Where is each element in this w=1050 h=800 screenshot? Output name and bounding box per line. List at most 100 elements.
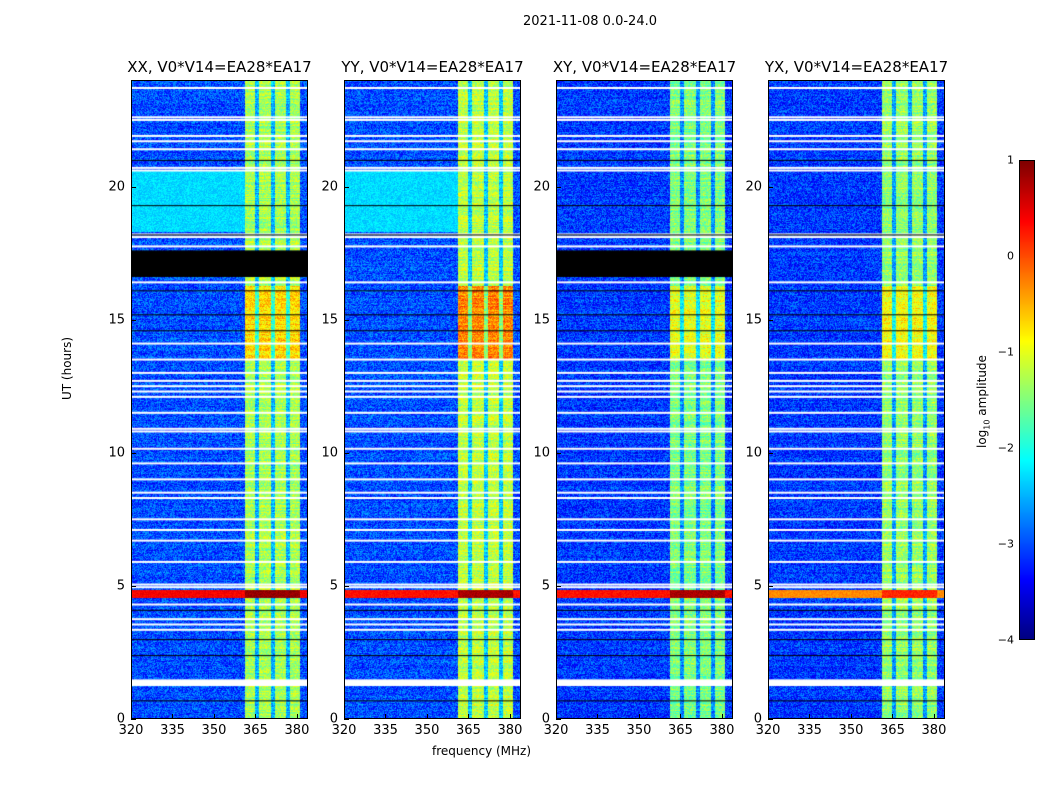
panel-0: XX, V0*V14=EA28*EA17 320 335 350 365 380 0 5 10 1… (108, 58, 311, 738)
x-tick (721, 714, 723, 719)
colorbar-tick-label: −1 (997, 345, 1014, 359)
x-tick-label: 335 (797, 723, 822, 738)
colorbar-tick-label: 1 (1007, 153, 1014, 167)
y-tick (131, 585, 136, 587)
y-tick (768, 719, 773, 720)
x-tick (296, 714, 298, 719)
colorbar-tick-label: 0 (1007, 249, 1014, 263)
x-tick (597, 714, 599, 719)
y-tick-label: 10 (745, 445, 762, 461)
y-tick (344, 186, 349, 188)
x-tick-label: 335 (160, 723, 185, 738)
x-tick (556, 714, 557, 719)
y-tick-label: 0 (116, 711, 125, 727)
y-tick (131, 186, 136, 188)
x-tick-label: 380 (497, 723, 523, 738)
x-tick-label: 350 (626, 723, 652, 738)
y-tick (344, 452, 349, 454)
y-tick (131, 319, 136, 321)
y-tick (768, 319, 773, 321)
x-tick (468, 714, 470, 719)
y-tick-label: 15 (321, 312, 338, 328)
panel-1: YY, V0*V14=EA28*EA17 320 335 350 365 380 0 5 10 1… (321, 58, 523, 738)
y-tick (768, 585, 773, 587)
y-tick (556, 585, 561, 587)
heatmap (131, 80, 308, 719)
x-tick-label: 365 (668, 723, 693, 738)
colorbar-tick-label: −2 (997, 441, 1014, 455)
y-tick-label: 10 (108, 445, 125, 461)
colorbar (1019, 160, 1035, 640)
y-tick-label: 5 (753, 578, 762, 594)
y-tick (768, 186, 773, 188)
y-tick-label: 0 (329, 711, 338, 727)
axes-frame (131, 80, 308, 719)
x-tick-label: 350 (201, 723, 227, 738)
x-tick (933, 714, 935, 719)
y-tick (556, 319, 561, 321)
x-tick (638, 714, 640, 719)
y-tick (131, 719, 136, 720)
y-tick-label: 15 (108, 312, 125, 328)
x-tick (892, 714, 894, 719)
panel-title: YX, V0*V14=EA28*EA17 (764, 58, 949, 76)
x-tick-label: 320 (118, 723, 144, 738)
heatmap (556, 80, 733, 719)
y-tick-label: 20 (745, 179, 762, 194)
x-tick (255, 714, 257, 719)
y-tick (344, 585, 349, 587)
colorbar-tick-label: −3 (997, 537, 1014, 551)
x-tick (850, 714, 852, 719)
axes-frame (556, 80, 733, 719)
y-tick-label: 0 (753, 711, 762, 727)
colorbar-tick-label: −4 (997, 633, 1014, 647)
x-tick-label: 350 (414, 723, 440, 738)
panel-title: YY, V0*V14=EA28*EA17 (341, 58, 524, 76)
y-tick-label: 5 (541, 578, 550, 594)
x-tick-label: 350 (838, 723, 864, 738)
y-tick (556, 452, 561, 454)
y-tick-label: 0 (541, 711, 550, 727)
x-tick-label: 320 (543, 723, 569, 738)
y-tick-label: 20 (321, 179, 338, 194)
y-tick-label: 15 (745, 312, 762, 328)
y-tick-label: 10 (321, 445, 338, 461)
x-tick-label: 380 (921, 723, 947, 738)
x-tick-label: 365 (243, 723, 268, 738)
panel-title: XX, V0*V14=EA28*EA17 (127, 58, 312, 76)
x-tick (131, 714, 132, 719)
x-tick-label: 335 (585, 723, 610, 738)
panel-3: YX, V0*V14=EA28*EA17 320 335 350 365 380 0 5 10 1… (745, 58, 948, 738)
heatmap (768, 80, 945, 719)
y-tick-label: 5 (329, 578, 338, 594)
y-tick-label: 5 (116, 578, 125, 594)
x-axis-label: frequency (MHz) (432, 744, 532, 758)
x-tick (680, 714, 682, 719)
y-tick (344, 719, 349, 720)
axes-frame (344, 80, 521, 719)
x-tick (172, 714, 174, 719)
y-tick-label: 10 (533, 445, 550, 461)
y-axis-label: UT (hours) (60, 336, 74, 400)
x-tick (809, 714, 811, 719)
panel-2: XY, V0*V14=EA28*EA17 320 335 350 365 380 0 5 10 1… (533, 58, 736, 738)
x-tick-label: 380 (709, 723, 735, 738)
y-tick-label: 20 (533, 179, 550, 194)
y-tick (556, 719, 561, 720)
x-tick-label: 320 (755, 723, 781, 738)
y-tick (344, 319, 349, 321)
axes-frame (768, 80, 945, 719)
y-tick-label: 15 (533, 312, 550, 328)
colorbar-label: log10 amplitude (975, 355, 992, 448)
y-tick-label: 20 (108, 179, 125, 194)
x-tick-label: 335 (373, 723, 398, 738)
x-tick (213, 714, 215, 719)
y-tick (556, 186, 561, 188)
x-tick (344, 714, 345, 719)
x-tick-label: 365 (880, 723, 905, 738)
x-tick (385, 714, 387, 719)
x-tick (426, 714, 428, 719)
x-tick-label: 320 (331, 723, 357, 738)
x-tick (768, 714, 769, 719)
